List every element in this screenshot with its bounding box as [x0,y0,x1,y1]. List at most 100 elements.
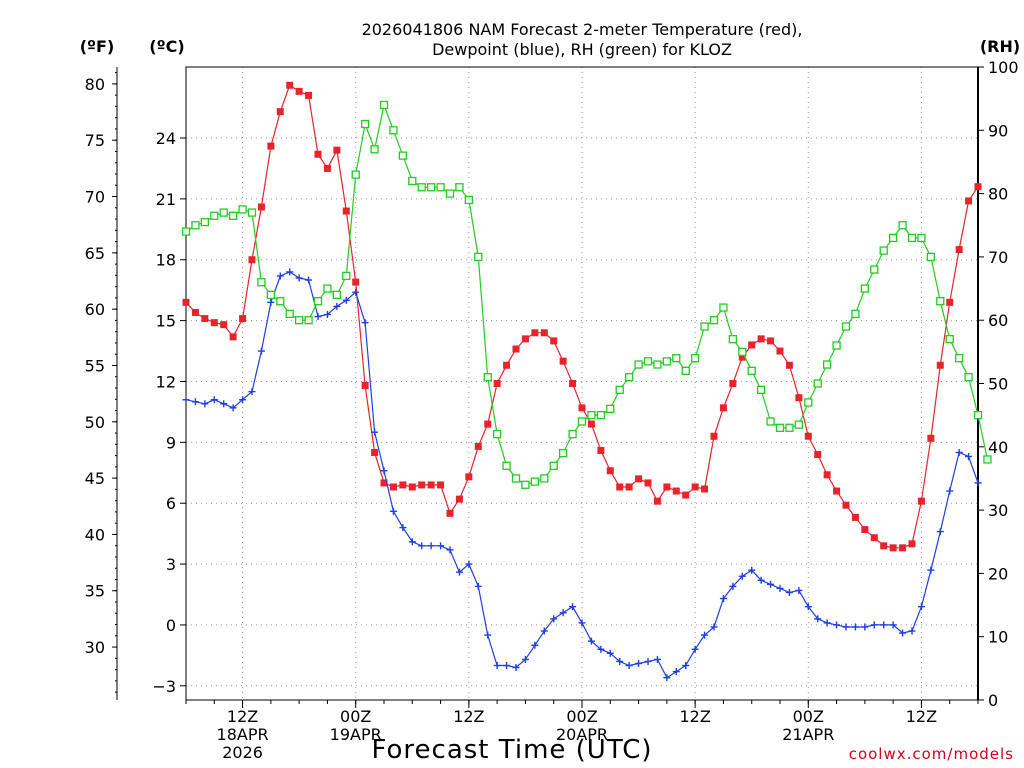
dewpoint-point [437,542,445,550]
rh-tick-label: 70 [988,248,1008,267]
rh-point [351,170,360,179]
dewpoint-point [908,627,916,635]
dewpoint-point [861,623,869,631]
rh-tick-label: 30 [988,501,1008,520]
rh-point [785,423,794,432]
grid-lines [186,67,978,700]
dewpoint-point [625,662,633,670]
rh-point [228,211,238,220]
rh-point [568,429,577,439]
dewpoint-point [418,542,426,550]
dewpoint-point [644,657,652,665]
temperature-point [908,540,916,548]
temperature-point [239,315,247,323]
temperature-point [597,446,605,454]
fahrenheit-unit-label: (ºF) [80,37,115,56]
rh-tick-label: 90 [988,121,1008,140]
dewpoint-point [701,631,709,639]
temperature-point [955,246,963,254]
temperature-point [276,108,284,116]
rh-point [634,360,643,369]
temperature-point [399,481,407,489]
rh-point [521,480,530,489]
temperature-point [653,497,661,505]
dewpoint-point [427,542,435,550]
temperature-point [587,420,595,428]
temperature-point [503,361,511,369]
temperature-point [644,479,652,487]
rh-point [775,423,785,432]
rh-point [596,410,606,420]
temperature-point [465,473,473,481]
rh-point [200,217,210,227]
rh-point [276,297,285,306]
f-tick-label: 30 [85,638,105,657]
temperature-point [559,357,567,365]
temperature-point [427,481,435,489]
rh-tick-label: 100 [988,58,1019,77]
temperature-point [823,471,831,479]
rh-point [238,205,247,214]
temperature-point [380,479,388,487]
temperature-point [540,329,548,337]
chart-title-line-2: Dewpoint (blue), RH (green) for KLOZ [432,40,732,59]
temperature-point [616,483,624,491]
temperature-point [342,207,350,215]
credit-text: coolwx.com/models [849,745,1014,763]
dewpoint-point [323,311,331,319]
data-series [181,81,992,682]
rh-point [247,208,257,217]
dewpoint-point [408,538,416,546]
dewpoint-point [465,560,473,568]
rh-point [690,354,700,363]
dewpoint-point [757,576,765,584]
rh-point [709,316,719,325]
dewpoint-point [927,566,935,574]
dewpoint-point [455,568,463,576]
dewpoint-point [738,572,746,580]
dewpoint-point [484,631,492,639]
rh-point [907,233,917,243]
dewpoint-point [229,404,237,412]
f-tick-label: 80 [85,75,105,94]
temperature-point [946,298,954,306]
dewpoint-point [446,546,454,554]
dewpoint-point [191,398,199,406]
dewpoint-point [870,621,878,629]
rh-point [294,316,304,325]
f-tick-label: 35 [85,582,105,601]
dewpoint-point [220,400,228,408]
x-tick-label: 12Z [679,707,710,726]
dewpoint-point [182,396,190,404]
rh-point [860,284,870,293]
rh-point [794,420,804,429]
rh-point [342,271,351,281]
temperature-point [437,481,445,489]
rh-tick-label: 20 [988,564,1008,583]
dewpoint-point [503,662,511,670]
x-tick-label: 00Z [340,707,371,726]
temperature-point [776,347,784,355]
dewpoint-point [512,664,520,672]
rh-point [681,366,690,375]
f-tick-label: 65 [85,244,105,263]
dewpoint-point [493,662,501,670]
dewpoint-point [201,400,209,408]
dewpoint-point [616,657,624,665]
rh-point [615,385,624,394]
dewpoint-point [295,274,303,282]
rh-point [483,373,492,382]
temperature-point [663,483,671,491]
rh-point [870,265,879,274]
c-tick-label: 15 [156,312,176,331]
temperature-point [418,481,426,489]
rh-point [832,341,841,350]
temperature-point [182,298,190,306]
x-tick-label: 00Z [566,707,597,726]
temperature-point [880,542,888,550]
rh-point [408,176,417,186]
dewpoint-point [965,453,973,461]
f-tick-label: 40 [85,525,105,544]
temperature-point [323,164,331,172]
c-tick-label: 21 [156,190,176,209]
